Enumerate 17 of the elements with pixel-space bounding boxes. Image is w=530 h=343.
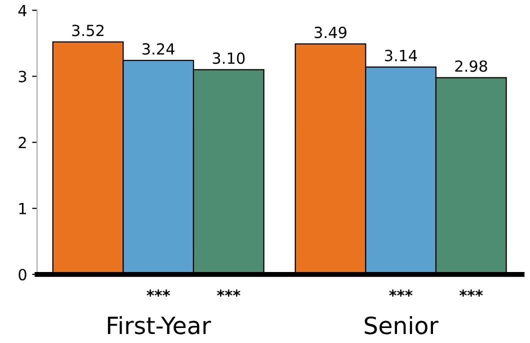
data-label: 3.24 xyxy=(142,43,174,55)
y-tick-label: 1 xyxy=(19,203,26,214)
text: *** xyxy=(389,290,412,297)
y-tick-label: 3 xyxy=(18,70,26,82)
y-tick-label: 2 xyxy=(18,136,26,148)
data-label: 3.52 xyxy=(72,24,104,36)
text: *** xyxy=(146,290,170,297)
data-label: 2.98 xyxy=(455,60,488,72)
data-label: 3.49 xyxy=(314,26,346,38)
y-tick-label: 0 xyxy=(18,268,26,280)
text: *** xyxy=(459,290,483,297)
y-tick-label: 4 xyxy=(18,4,27,16)
x-tick-label: Senior xyxy=(364,316,438,334)
text: *** xyxy=(216,290,240,297)
data-label: 3.10 xyxy=(212,52,245,64)
x-tick-label: First-Year xyxy=(108,316,212,334)
data-label: 3.14 xyxy=(384,50,417,62)
